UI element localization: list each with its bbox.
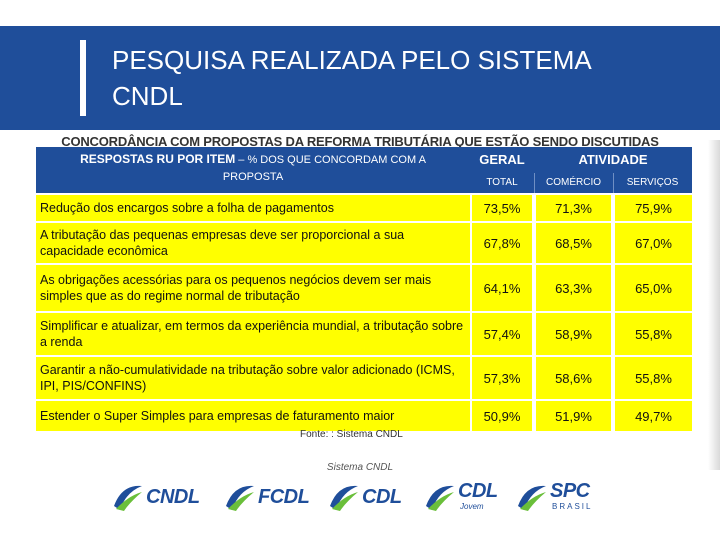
header-banner: PESQUISA REALIZADA PELO SISTEMA CNDL bbox=[0, 26, 720, 130]
row-value-total: 73,5% bbox=[472, 195, 532, 221]
header-main-small: – % DOS QUE CONCORDAM COM A bbox=[235, 154, 426, 166]
logo-fcdl: FCDL bbox=[224, 478, 320, 518]
row-label-text: A tributação das pequenas empresas deve … bbox=[40, 228, 405, 258]
row-value-servicos: 55,8% bbox=[615, 357, 692, 399]
row-label-text: Garantir a não-cumulatividade na tributa… bbox=[40, 363, 455, 393]
logo-cndl-text: CNDL bbox=[146, 486, 200, 508]
row-value-servicos: 75,9% bbox=[615, 195, 692, 221]
row-value-comercio: 71,3% bbox=[536, 195, 611, 221]
row-value-servicos: 67,0% bbox=[615, 223, 692, 263]
swoosh-icon bbox=[426, 485, 454, 511]
row-value-total: 50,9% bbox=[472, 401, 532, 431]
logo-cdl-jovem: CDL Jovem bbox=[424, 478, 504, 518]
row-label: Simplificar e atualizar, em termos da ex… bbox=[36, 313, 470, 355]
row-value-servicos: 65,0% bbox=[615, 265, 692, 311]
table-header-item-sub: PROPOSTA bbox=[222, 171, 284, 183]
table-row: Redução dos encargos sobre a folha de pa… bbox=[36, 195, 692, 221]
row-label: Estender o Super Simples para empresas d… bbox=[36, 401, 470, 431]
page-title-line-2: CNDL bbox=[112, 81, 183, 111]
row-label-text: As obrigações acessórias para os pequeno… bbox=[40, 273, 432, 303]
header-accent-bar bbox=[80, 40, 86, 116]
table-row: Estender o Super Simples para empresas d… bbox=[36, 401, 692, 431]
header-main-bold: RESPOSTAS RU POR ITEM bbox=[80, 152, 236, 166]
swoosh-icon bbox=[226, 485, 254, 511]
row-value-total: 57,4% bbox=[472, 313, 532, 355]
row-value-servicos: 49,7% bbox=[615, 401, 692, 431]
table-row: As obrigações acessórias para os pequeno… bbox=[36, 265, 692, 311]
table-header-atividade: ATIVIDADE bbox=[534, 147, 692, 173]
source-note: Fonte: : Sistema CNDL bbox=[300, 429, 403, 440]
table-header-item-title: RESPOSTAS RU POR ITEM – % DOS QUE CONCOR… bbox=[36, 152, 470, 167]
row-value-total: 64,1% bbox=[472, 265, 532, 311]
logo-spc-sub: BRASIL bbox=[552, 502, 593, 511]
top-strip bbox=[0, 0, 720, 26]
row-label-text: Simplificar e atualizar, em termos da ex… bbox=[40, 319, 464, 349]
table-subheader-servicos: SERVIÇOS bbox=[613, 173, 692, 193]
header-divider bbox=[534, 173, 535, 193]
table-row: Simplificar e atualizar, em termos da ex… bbox=[36, 313, 692, 355]
swoosh-icon bbox=[330, 485, 358, 511]
row-value-total: 57,3% bbox=[472, 357, 532, 399]
row-value-total: 67,8% bbox=[472, 223, 532, 263]
row-value-servicos: 55,8% bbox=[615, 313, 692, 355]
row-label: Garantir a não-cumulatividade na tributa… bbox=[36, 357, 470, 399]
swoosh-icon bbox=[114, 485, 142, 511]
row-label: Redução dos encargos sobre a folha de pa… bbox=[36, 195, 470, 221]
logo-spc-text: SPC bbox=[550, 480, 590, 502]
logo-spc: SPC BRASIL bbox=[516, 478, 592, 518]
decorative-edge bbox=[708, 140, 720, 470]
row-value-comercio: 63,3% bbox=[536, 265, 611, 311]
row-value-comercio: 51,9% bbox=[536, 401, 611, 431]
table-row: A tributação das pequenas empresas deve … bbox=[36, 223, 692, 263]
logo-cdl-jovem-sub: Jovem bbox=[460, 502, 484, 511]
row-value-comercio: 68,5% bbox=[536, 223, 611, 263]
row-value-comercio: 58,9% bbox=[536, 313, 611, 355]
table-header-item: RESPOSTAS RU POR ITEM – % DOS QUE CONCOR… bbox=[36, 147, 470, 193]
row-label: A tributação das pequenas empresas deve … bbox=[36, 223, 470, 263]
footer-logos: CNDL FCDL CDL CDL Jovem SPC BRASIL bbox=[112, 478, 592, 518]
row-label: As obrigações acessórias para os pequeno… bbox=[36, 265, 470, 311]
logo-cdl: CDL bbox=[328, 478, 418, 518]
logo-fcdl-text: FCDL bbox=[258, 486, 310, 508]
table-header-geral: GERAL bbox=[470, 147, 534, 173]
table-row: Garantir a não-cumulatividade na tributa… bbox=[36, 357, 692, 399]
header-divider bbox=[613, 173, 614, 193]
page-title-line-1: PESQUISA REALIZADA PELO SISTEMA bbox=[112, 45, 592, 75]
table-subheader-total: TOTAL bbox=[470, 173, 534, 193]
footer-label: Sistema CNDL bbox=[326, 462, 394, 473]
logo-cdl-text: CDL bbox=[362, 486, 402, 508]
row-label-text: Redução dos encargos sobre a folha de pa… bbox=[40, 201, 334, 215]
row-value-comercio: 58,6% bbox=[536, 357, 611, 399]
logo-cndl: CNDL bbox=[112, 478, 208, 518]
table-subheader-comercio: COMÉRCIO bbox=[534, 173, 613, 193]
table-subtitle: CONCORDÂNCIA COM PROPOSTAS DA REFORMA TR… bbox=[61, 134, 659, 149]
logo-cdl-jovem-text: CDL bbox=[458, 480, 498, 502]
row-label-text: Estender o Super Simples para empresas d… bbox=[40, 409, 395, 423]
page-title: PESQUISA REALIZADA PELO SISTEMA CNDL bbox=[112, 42, 672, 114]
swoosh-icon bbox=[518, 485, 546, 511]
